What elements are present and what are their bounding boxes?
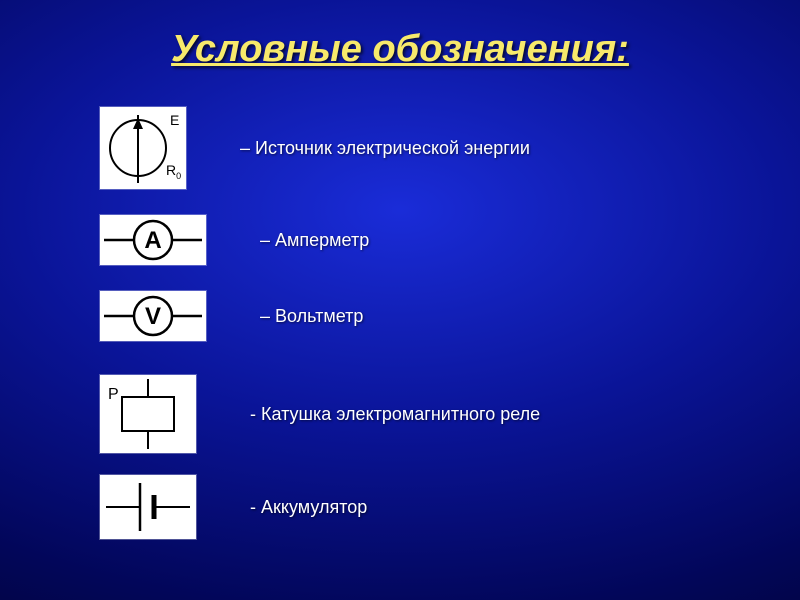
legend-row-source: E R0 – Источник электрической энергии — [100, 107, 740, 189]
legend-label: - Аккумулятор — [250, 497, 367, 518]
legend-label: – Амперметр — [260, 230, 369, 251]
legend-row-relay: Р - Катушка электромагнитного реле — [100, 375, 740, 453]
legend-row-ammeter: A – Амперметр — [100, 215, 740, 265]
symbol-source-icon: E R0 — [100, 107, 186, 189]
relay-p-label: Р — [108, 386, 119, 403]
legend-label: - Катушка электромагнитного реле — [250, 404, 540, 425]
legend-label: – Вольтметр — [260, 306, 363, 327]
legend-list: E R0 – Источник электрической энергии A … — [60, 107, 740, 565]
legend-row-battery: - Аккумулятор — [100, 475, 740, 539]
meter-letter: V — [145, 303, 161, 330]
symbol-battery-icon — [100, 475, 196, 539]
source-e-label: E — [170, 112, 179, 128]
legend-label: – Источник электрической энергии — [240, 138, 530, 159]
symbol-voltmeter-icon: V — [100, 291, 206, 341]
legend-row-voltmeter: V – Вольтметр — [100, 291, 740, 341]
svg-text:R0: R0 — [166, 162, 181, 181]
meter-letter: A — [144, 227, 161, 254]
symbol-relay-icon: Р — [100, 375, 196, 453]
slide-title: Условные обозначения: — [60, 28, 740, 71]
symbol-ammeter-icon: A — [100, 215, 206, 265]
